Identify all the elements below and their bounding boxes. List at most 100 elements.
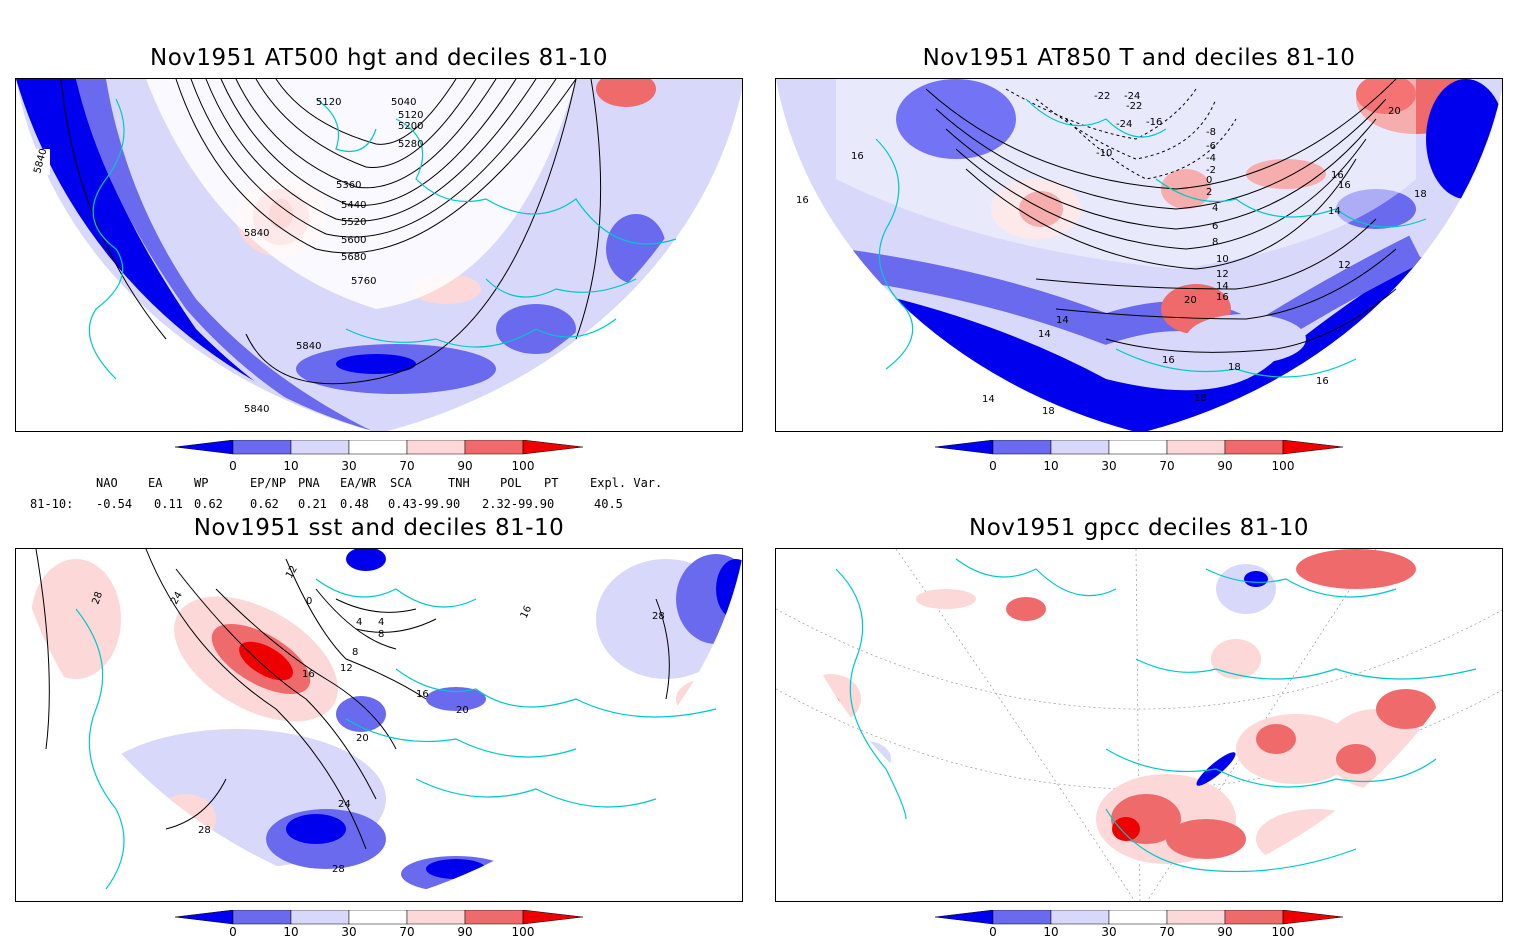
- index-value: 0.43-99.90: [388, 497, 461, 511]
- contour-label: 16: [416, 689, 429, 700]
- map-panel-gpcc: [775, 548, 1503, 902]
- map-temp-svg: -22 -24 -22 -24 -16 -8 -10 -6 -4 -2 0 2 …: [776, 79, 1502, 431]
- contour-label: 10: [1216, 254, 1229, 265]
- contour-label: 20: [456, 705, 469, 716]
- contour-label: 20: [1388, 106, 1401, 117]
- contour-label: 5840: [296, 341, 321, 352]
- colorbar-tick: 30: [341, 925, 357, 939]
- contour-label: 2: [1206, 187, 1212, 198]
- colorbar-temp: 0 10 30 70 90 100: [934, 439, 1345, 474]
- contour-label: 5760: [351, 276, 376, 287]
- contour-label: 16: [796, 195, 809, 206]
- contour-label: 14: [1038, 329, 1051, 340]
- colorbar-tick: 70: [399, 459, 415, 473]
- panel-title-temp: Nov1951 AT850 T and deciles 81-10: [922, 45, 1356, 71]
- contour-label: 8: [352, 647, 358, 658]
- map-panel-sst: 28 24 12 0 4 4 8 8 12 16 16 20 20 24 28 …: [15, 548, 743, 902]
- index-header: WP: [194, 476, 209, 490]
- contour-label: 5440: [341, 200, 366, 211]
- contour-label: 24: [338, 799, 351, 810]
- index-header: POL: [500, 476, 522, 490]
- contour-label: 28: [652, 611, 665, 622]
- contour-label: 6: [1212, 221, 1218, 232]
- colorbar-tick: 30: [1101, 925, 1117, 939]
- contour-label: 14: [982, 394, 995, 405]
- contour-label: 5520: [341, 217, 366, 228]
- index-header: EA/WR: [340, 476, 377, 490]
- contour-label: -24: [1116, 119, 1132, 130]
- contour-label: 5200: [398, 121, 423, 132]
- contour-label: 16: [302, 669, 315, 680]
- contour-label: -24: [1124, 91, 1140, 102]
- index-value: -0.54: [96, 497, 133, 511]
- index-value: 0.21: [298, 497, 327, 511]
- colorbar-tick: 10: [1043, 925, 1059, 939]
- colorbar-tick: 30: [1101, 459, 1117, 473]
- contour-label: 5120: [316, 97, 341, 108]
- contour-label: -2: [1206, 165, 1216, 176]
- contour-label: 5840: [244, 404, 269, 415]
- contour-label: 8: [1212, 237, 1218, 248]
- index-header: Expl. Var.: [590, 476, 663, 490]
- contour-label: 5360: [336, 180, 361, 191]
- map-panel-temp: -22 -24 -22 -24 -16 -8 -10 -6 -4 -2 0 2 …: [775, 78, 1503, 432]
- colorbar-sst: 0 10 30 70 90 100: [174, 909, 585, 940]
- index-header: EA: [148, 476, 163, 490]
- colorbar-tick: 0: [989, 925, 997, 939]
- contour-label: 14: [1056, 315, 1069, 326]
- panel-title-sst: Nov1951 sst and deciles 81-10: [193, 515, 565, 541]
- colorbar-tick: 100: [511, 459, 535, 473]
- contour-label: 20: [1184, 295, 1197, 306]
- colorbar-tick: 90: [1217, 459, 1233, 473]
- index-header: EP/NP: [250, 476, 287, 490]
- index-period-label: 81-10:: [30, 497, 74, 511]
- contour-label: 28: [332, 864, 345, 875]
- contour-label: 0: [306, 596, 312, 607]
- index-header: SCA: [390, 476, 412, 490]
- colorbar-tick: 10: [1043, 459, 1059, 473]
- contour-label: 20: [356, 733, 369, 744]
- contour-label: 18: [1194, 393, 1207, 404]
- map-sst-svg: 28 24 12 0 4 4 8 8 12 16 16 20 20 24 28 …: [16, 549, 742, 901]
- contour-label: -8: [1206, 127, 1216, 138]
- contour-label: 28: [198, 825, 211, 836]
- contour-label: 16: [1162, 355, 1175, 366]
- colorbar-gpcc: 0 10 30 70 90 100: [934, 909, 1345, 940]
- index-value: 0.48: [340, 497, 369, 511]
- contour-label: 18: [1042, 406, 1055, 417]
- colorbar-tick: 100: [1271, 925, 1295, 939]
- contour-label: -22: [1126, 101, 1142, 112]
- contour-label: 5600: [341, 235, 366, 246]
- colorbar-tick: 70: [1159, 459, 1175, 473]
- contour-label: 12: [1216, 269, 1229, 280]
- colorbar-tick: 10: [283, 925, 299, 939]
- colorbar-tick: 90: [457, 459, 473, 473]
- contour-label: 12: [340, 663, 353, 674]
- index-value: 0.62: [194, 497, 223, 511]
- contour-label: -16: [1146, 117, 1162, 128]
- contour-label: 16: [851, 151, 864, 162]
- colorbar-tick: 100: [511, 925, 535, 939]
- contour-label: 0: [1206, 175, 1212, 186]
- colorbar-tick: 0: [229, 925, 237, 939]
- index-header: TNH: [448, 476, 470, 490]
- panel-title-hgt: Nov1951 AT500 hgt and deciles 81-10: [150, 45, 608, 71]
- contour-label: 16: [519, 604, 534, 620]
- index-value: 40.5: [594, 497, 623, 511]
- contour-label: 12: [1338, 260, 1351, 271]
- contour-label: 18: [1228, 362, 1241, 373]
- contour-label: -10: [1096, 148, 1112, 159]
- index-header: NAO: [96, 476, 118, 490]
- map-panel-hgt: 5840 5120 5040 5120 5200 5280 5360 5440 …: [15, 78, 743, 432]
- contour-label: -22: [1094, 91, 1110, 102]
- colorbar-tick: 90: [1217, 925, 1233, 939]
- contour-label: 14: [1216, 281, 1229, 292]
- index-value: 0.62: [250, 497, 279, 511]
- contour-label: 8: [378, 629, 384, 640]
- colorbar-tick: 30: [341, 459, 357, 473]
- contour-label: 18: [1414, 189, 1427, 200]
- colorbar-tick: 0: [989, 459, 997, 473]
- index-header: PNA: [298, 476, 320, 490]
- colorbar-tick: 90: [457, 925, 473, 939]
- contour-label: 14: [1328, 206, 1341, 217]
